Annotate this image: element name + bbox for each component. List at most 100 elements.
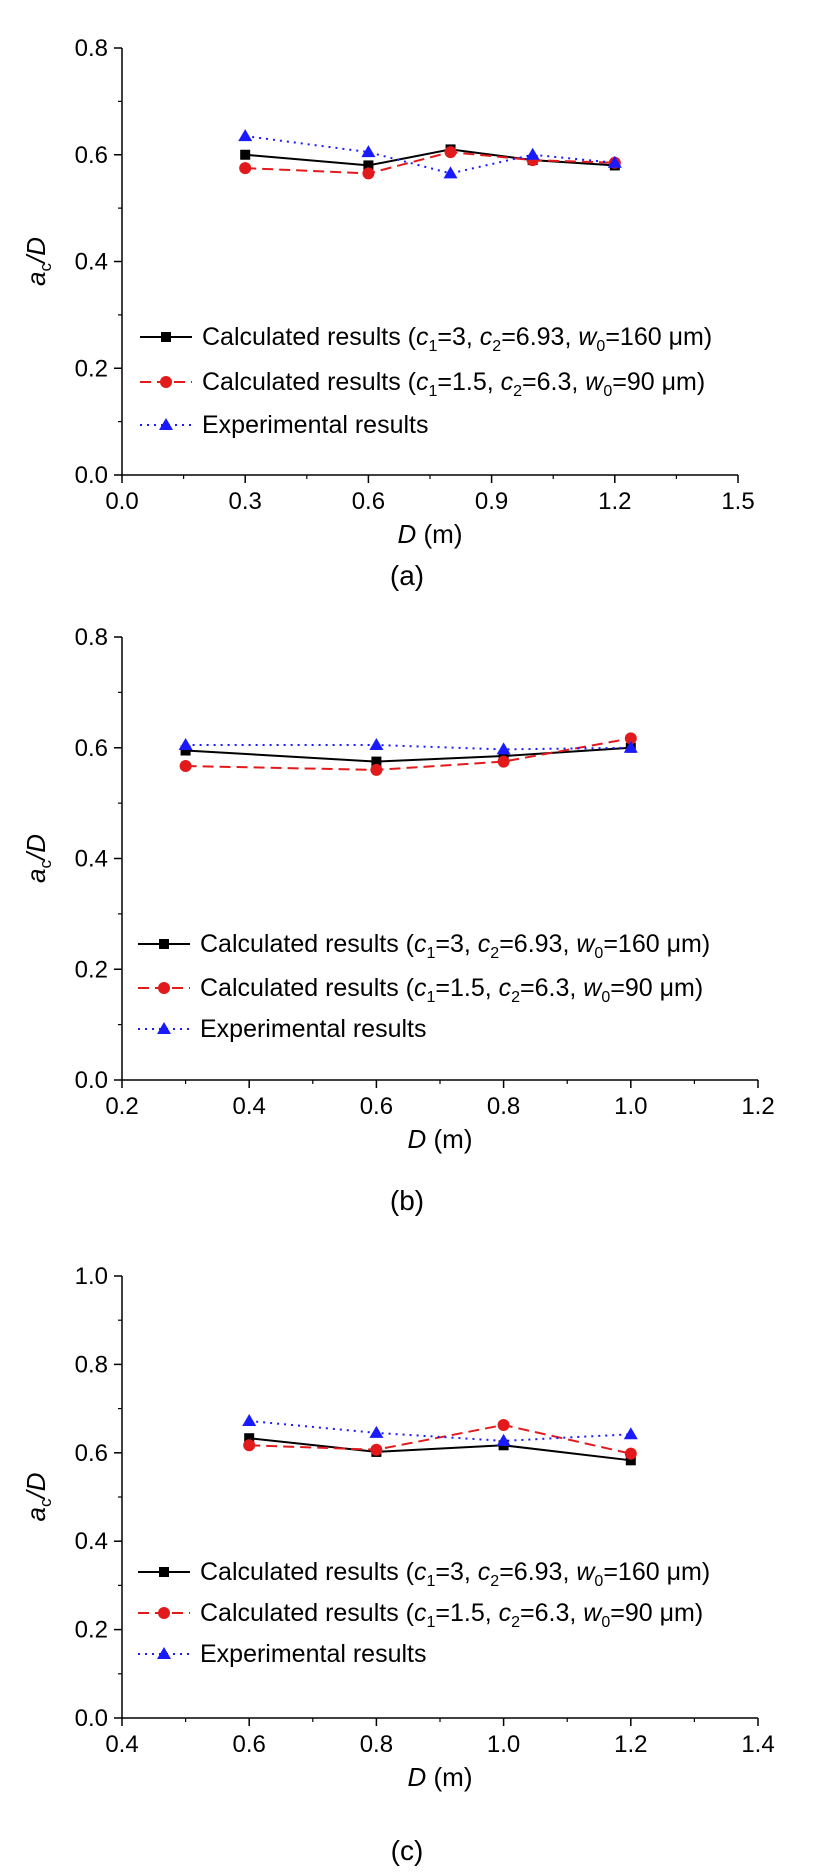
legend-label-1: Calculated results (c1=3, c2=6.93, w0=16… xyxy=(202,323,712,355)
legend-sub: 1 xyxy=(428,338,437,355)
x-axis-label: D (m) xyxy=(408,1124,473,1154)
legend-text: =3, xyxy=(437,323,479,351)
series-2-point xyxy=(362,167,375,180)
series-3-point xyxy=(623,1427,638,1440)
legend-var: c xyxy=(478,1558,491,1586)
legend-text: Calculated results ( xyxy=(202,368,417,396)
x-tick-label: 1.2 xyxy=(614,1731,647,1758)
legend-text: =90 μm) xyxy=(610,1599,703,1627)
x-tick-label: 0.6 xyxy=(352,488,385,515)
legend-text: =6.3, xyxy=(522,368,585,396)
y-tick-label: 0.8 xyxy=(75,1351,108,1378)
chart-panel-b: 0.0 0.2 0.4 0.6 0.8 0.2 0.4 0.6 0.8 1.0 1.2 D (m) ac… xyxy=(0,600,814,1220)
series-line-2 xyxy=(185,737,631,771)
legend-marker-2 xyxy=(158,982,170,994)
legend-marker-3 xyxy=(157,1022,171,1034)
y-tick-label: 0.6 xyxy=(75,142,108,169)
series-1-point xyxy=(240,149,251,160)
x-tick-label: 0.4 xyxy=(233,1093,266,1120)
legend-text: =6.3, xyxy=(520,1599,583,1627)
y-axis-label-sub: c xyxy=(36,263,55,272)
panel-label: (c) xyxy=(391,1835,424,1866)
y-tick-label: 0.0 xyxy=(75,1067,108,1094)
legend-text: =3, xyxy=(435,930,477,958)
chart-c: 0.0 0.2 0.4 0.6 0.8 1.0 0.4 0.6 0.8 1.0 1.2 1.4 D (m… xyxy=(21,1263,775,1866)
y-axis-label-rest: /D xyxy=(21,237,51,265)
legend-var: c xyxy=(499,1599,512,1627)
legend-label-3: Experimental results xyxy=(200,1640,426,1668)
x-axis-label-var: D xyxy=(408,1762,427,1792)
series-3-point xyxy=(369,737,384,750)
series-1-point xyxy=(180,745,191,756)
y-axis-label: ac/D xyxy=(21,834,55,883)
series-3-point xyxy=(361,145,376,158)
legend-sub: 2 xyxy=(490,945,499,962)
series-2-point xyxy=(497,1418,510,1431)
y-tick-label: 0.0 xyxy=(75,1705,108,1732)
series-2-point xyxy=(624,1447,637,1460)
x-axis-label-unit: (m) xyxy=(426,1124,472,1154)
series-2-point xyxy=(497,755,510,768)
legend-label-1: Calculated results (c1=3, c2=6.93, w0=16… xyxy=(200,930,710,962)
x-tick-label: 0.6 xyxy=(360,1093,393,1120)
x-tick-label: 1.0 xyxy=(614,1093,647,1120)
legend-text: =90 μm) xyxy=(612,368,705,396)
legend-text: =90 μm) xyxy=(610,974,703,1002)
legend-label-3: Experimental results xyxy=(200,1015,426,1043)
x-axis-label-var: D xyxy=(398,519,417,549)
legend-var: w xyxy=(583,1599,603,1627)
y-tick-label: 0.2 xyxy=(75,355,108,382)
y-tick-label: 0.2 xyxy=(75,1617,108,1644)
chart-panel-c: 0.0 0.2 0.4 0.6 0.8 1.0 0.4 0.6 0.8 1.0 1.2 1.4 D (m… xyxy=(0,1220,814,1874)
legend-marker-1 xyxy=(159,1567,169,1577)
legend-marker-1 xyxy=(161,332,171,342)
panel-label: (a) xyxy=(390,560,424,591)
x-tick-label: 1.2 xyxy=(598,488,631,515)
legend-text: =160 μm) xyxy=(603,1558,710,1586)
y-axis-label-rest: /D xyxy=(21,834,51,862)
series-3-point xyxy=(369,1425,384,1438)
y-tick-label: 1.0 xyxy=(75,1263,108,1290)
series-2-point xyxy=(370,1443,383,1456)
legend-sub: 0 xyxy=(603,383,612,400)
series-3-point xyxy=(525,147,540,160)
series-line-3 xyxy=(249,1419,631,1442)
legend-var: w xyxy=(576,1558,596,1586)
legend-text: Experimental results xyxy=(200,1015,426,1043)
series-3-point xyxy=(496,1433,511,1446)
legend-text: =6.93, xyxy=(499,1558,576,1586)
legend-var: c xyxy=(414,974,427,1002)
legend-marker-3 xyxy=(159,418,173,430)
y-axis-label-rest: /D xyxy=(21,1473,51,1501)
series-3-point xyxy=(242,1413,257,1426)
series-line-1 xyxy=(245,148,615,167)
legend-text: Calculated results ( xyxy=(202,323,417,351)
legend-sub: 0 xyxy=(594,945,603,962)
legend-text: =6.93, xyxy=(501,323,578,351)
legend-text: Calculated results ( xyxy=(200,1599,415,1627)
y-tick-label: 0.6 xyxy=(75,735,108,762)
series-2-point xyxy=(624,732,637,745)
legend-var: c xyxy=(414,930,427,958)
series-line-3 xyxy=(185,743,631,751)
series-3-point xyxy=(623,740,638,753)
legend-text: Experimental results xyxy=(202,411,428,439)
y-tick-label: 0.4 xyxy=(75,846,108,873)
legend-text: =3, xyxy=(435,1558,477,1586)
legend-var: w xyxy=(576,930,596,958)
x-tick-label: 1.5 xyxy=(721,488,754,515)
series-2-point xyxy=(444,146,457,159)
legend-var: w xyxy=(585,368,605,396)
x-axis-label: D (m) xyxy=(398,519,463,549)
legend-label-1: Calculated results (c1=3, c2=6.93, w0=16… xyxy=(200,1558,710,1590)
x-tick-label: 1.0 xyxy=(487,1731,520,1758)
y-axis-label: ac/D xyxy=(21,237,55,286)
x-tick-label: 0.9 xyxy=(475,488,508,515)
legend-sub: 2 xyxy=(490,1573,499,1590)
legend-var: c xyxy=(416,368,429,396)
y-tick-label: 0.4 xyxy=(75,249,108,276)
y-tick-label: 0.4 xyxy=(75,1528,108,1555)
series-3-point xyxy=(178,737,193,750)
y-axis-label-sub: c xyxy=(36,1498,55,1507)
legend-var: w xyxy=(583,974,603,1002)
